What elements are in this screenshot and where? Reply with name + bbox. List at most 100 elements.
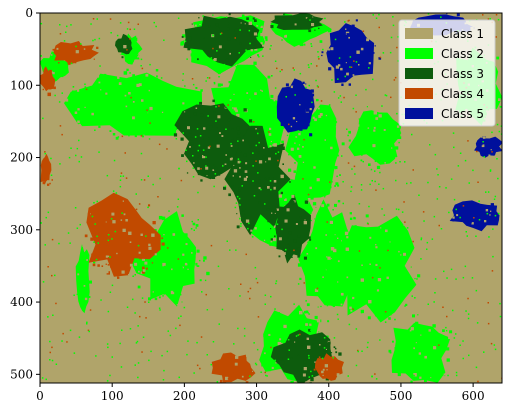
speck	[129, 72, 131, 74]
region-class-2	[75, 243, 92, 314]
region-speck	[297, 255, 300, 258]
region-speck	[326, 369, 328, 371]
region-speck	[241, 375, 244, 378]
region-speck	[327, 28, 332, 33]
region-speck	[297, 234, 301, 238]
region-speck	[339, 295, 342, 298]
region-speck	[105, 270, 109, 274]
region-speck	[448, 335, 452, 340]
region-speck	[81, 253, 85, 257]
speck	[307, 64, 310, 66]
speck	[297, 30, 299, 33]
region-speck	[318, 356, 321, 358]
speck	[192, 167, 194, 169]
speck	[353, 165, 356, 168]
region-speck	[333, 61, 337, 65]
region-speck	[129, 46, 132, 50]
speck	[157, 112, 159, 114]
speck	[216, 50, 218, 52]
region-speck	[133, 244, 136, 247]
region-speck	[302, 315, 305, 318]
region-speck	[315, 247, 318, 250]
region-speck	[398, 250, 400, 253]
region-speck	[191, 252, 193, 254]
region-speck	[392, 340, 394, 343]
region-speck	[140, 233, 143, 236]
region-speck	[239, 106, 241, 108]
speck	[186, 353, 188, 356]
region-speck	[42, 65, 44, 67]
region-speck	[468, 220, 472, 224]
speck	[200, 168, 202, 170]
speck	[239, 217, 241, 220]
region-speck	[255, 128, 257, 130]
speck	[326, 304, 329, 307]
region-speck	[124, 94, 127, 97]
region-speck	[161, 242, 165, 246]
speck	[257, 172, 259, 174]
speck	[489, 169, 492, 171]
speck	[135, 193, 137, 195]
region-speck	[187, 261, 189, 264]
speck	[207, 115, 209, 117]
speck	[372, 14, 374, 16]
speck	[127, 249, 130, 251]
region-speck	[233, 169, 238, 173]
speck	[374, 160, 377, 162]
speck	[125, 177, 128, 179]
region-speck	[301, 343, 303, 346]
speck	[438, 186, 441, 188]
region-speck	[197, 155, 200, 158]
region-speck	[235, 109, 238, 113]
region-speck	[278, 255, 281, 258]
region-speck	[295, 36, 297, 38]
region-speck	[204, 279, 207, 282]
region-speck	[237, 131, 241, 135]
speck	[47, 266, 49, 268]
speck	[51, 179, 53, 181]
legend-swatch	[405, 88, 433, 99]
speck	[368, 205, 370, 208]
speck	[236, 195, 239, 198]
region-speck	[262, 155, 266, 159]
speck	[299, 72, 302, 75]
speck	[385, 94, 388, 97]
speck	[260, 88, 262, 90]
speck	[310, 193, 312, 195]
speck	[137, 376, 139, 379]
speck	[51, 238, 54, 241]
speck	[462, 340, 464, 342]
region-speck	[365, 279, 368, 282]
speck	[285, 96, 287, 98]
speck	[198, 144, 201, 147]
speck	[50, 157, 52, 160]
region-speck	[96, 46, 99, 49]
region-speck	[231, 157, 233, 160]
region-speck	[366, 233, 368, 236]
region-speck	[285, 337, 288, 340]
region-blob	[285, 104, 340, 199]
region-speck	[136, 231, 138, 233]
speck	[334, 38, 337, 41]
region-speck	[375, 263, 378, 266]
speck	[354, 239, 356, 242]
region-speck	[380, 285, 384, 290]
speck	[68, 156, 71, 159]
region-speck	[281, 125, 285, 129]
speck	[202, 15, 204, 17]
region-speck	[332, 292, 336, 295]
region-speck	[116, 252, 118, 255]
speck	[427, 361, 429, 363]
region-speck	[247, 112, 251, 116]
speck	[352, 308, 354, 310]
speck	[99, 103, 101, 105]
speck	[210, 57, 213, 59]
speck	[423, 220, 425, 222]
speck	[406, 182, 408, 185]
region-speck	[373, 301, 377, 305]
region-speck	[352, 296, 355, 300]
speck	[344, 251, 347, 253]
region-speck	[200, 113, 204, 117]
speck	[350, 186, 353, 188]
region-speck	[313, 166, 316, 169]
